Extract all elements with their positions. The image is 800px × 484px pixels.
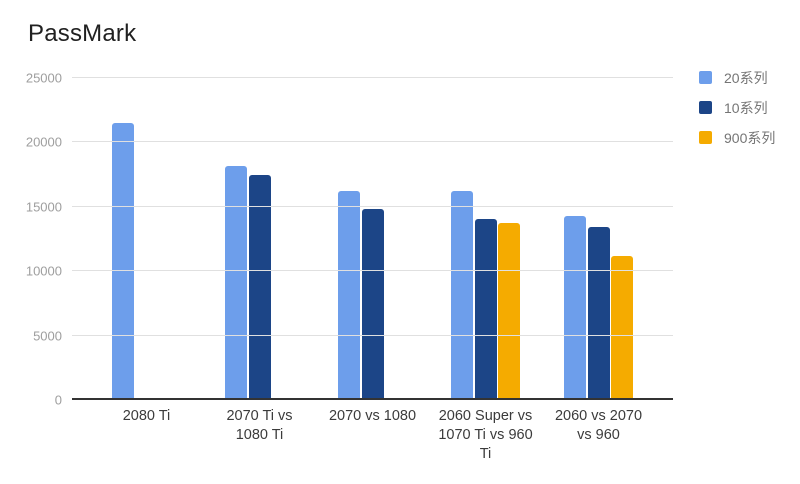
bar-10系列 <box>587 227 610 398</box>
bar-slot <box>337 78 361 398</box>
legend: 20系列 10系列 900系列 <box>699 70 775 161</box>
bar-slot <box>563 78 587 398</box>
x-axis-labels: 2080 Ti 2070 Ti vs 1080 Ti 2070 vs 1080 206… <box>90 407 655 464</box>
bar-10系列 <box>474 219 497 398</box>
y-axis-labels: 0 5000 10000 15000 20000 25000 <box>0 72 62 407</box>
x-category-label: 2070 vs 1080 <box>328 408 417 424</box>
gridline <box>72 334 673 336</box>
bar-20系列 <box>225 166 247 398</box>
x-axis-baseline <box>72 398 673 400</box>
y-tick-label: 25000 <box>25 70 62 86</box>
bar-slot <box>158 78 182 398</box>
bar-slot <box>111 78 135 398</box>
bar-group <box>90 78 203 398</box>
legend-label: 900系列 <box>724 129 776 146</box>
bar-20系列 <box>451 190 473 398</box>
bar-group <box>542 78 655 398</box>
x-category-label: 2080 Ti <box>122 408 171 424</box>
bar-10系列 <box>361 209 384 398</box>
legend-item-10系列: 10系列 <box>699 100 775 116</box>
y-tick-label: 15000 <box>25 199 62 215</box>
plot-area <box>72 77 673 400</box>
bar-group <box>203 78 316 398</box>
bar-slot <box>248 78 272 398</box>
y-tick-label: 10000 <box>25 263 62 279</box>
bar-group <box>429 78 542 398</box>
bar-slot <box>587 78 611 398</box>
x-category-label: 2060 vs 2070 vs 960 <box>554 408 643 443</box>
y-tick-label: 5000 <box>33 328 62 344</box>
x-category-label: 2070 Ti vs 1080 Ti <box>226 408 293 443</box>
bar-slot <box>361 78 385 398</box>
bar-20系列 <box>338 190 360 398</box>
gridline <box>72 77 673 78</box>
legend-label: 20系列 <box>724 69 768 86</box>
bar-slot <box>224 78 248 398</box>
bar-900系列 <box>611 255 633 398</box>
bar-group <box>316 78 429 398</box>
bar-slot <box>384 78 408 398</box>
bar-slot <box>135 78 159 398</box>
legend-item-20系列: 20系列 <box>699 70 775 86</box>
bar-slot <box>497 78 521 398</box>
bar-slot <box>610 78 634 398</box>
bar-10系列 <box>248 175 271 398</box>
bar-20系列 <box>112 122 134 398</box>
gridline <box>72 270 673 272</box>
y-tick-label: 20000 <box>25 134 62 150</box>
bar-900系列 <box>498 223 520 398</box>
legend-swatch <box>699 71 712 84</box>
legend-label: 10系列 <box>724 99 768 116</box>
y-tick-label: 0 <box>54 392 62 408</box>
bar-slot <box>271 78 295 398</box>
bar-slot <box>450 78 474 398</box>
x-category-label: 2060 Super vs 1070 Ti vs 960 Ti <box>438 408 533 462</box>
bar-20系列 <box>564 215 586 398</box>
legend-swatch <box>699 131 712 144</box>
chart-title: PassMark <box>28 20 137 47</box>
legend-swatch <box>699 101 712 114</box>
legend-item-900系列: 900系列 <box>699 130 775 146</box>
gridline <box>72 141 673 143</box>
bar-slot <box>474 78 498 398</box>
gridline <box>72 205 673 207</box>
bar-groups <box>90 78 655 398</box>
